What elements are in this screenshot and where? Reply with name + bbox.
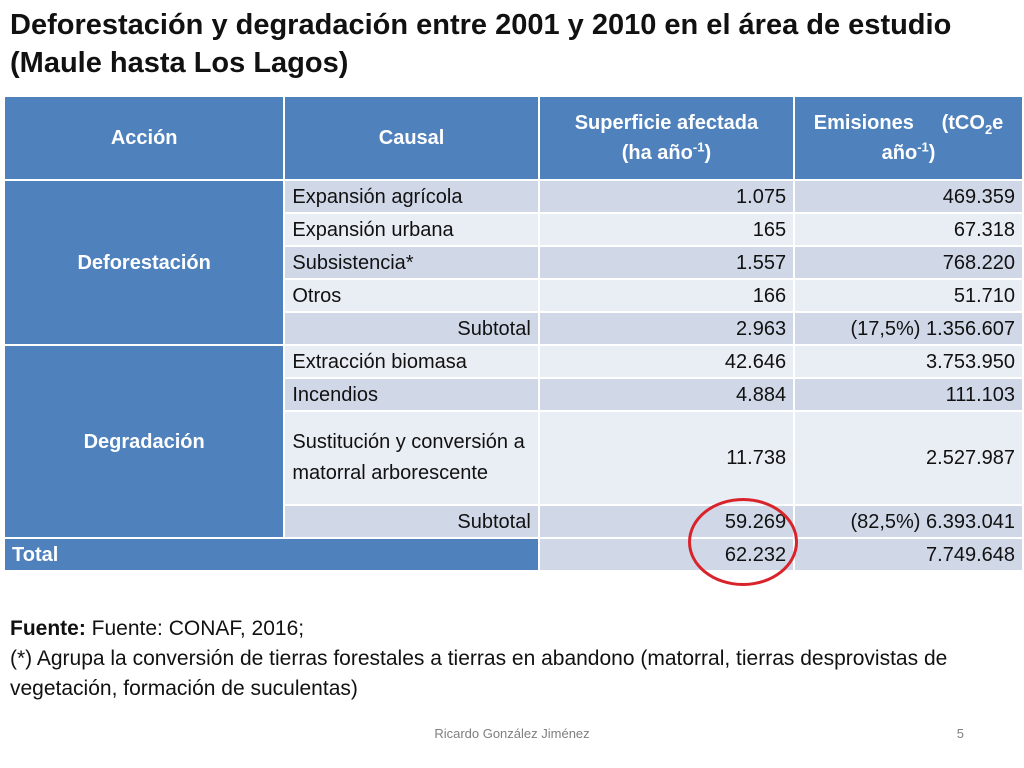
header-emisiones-sub: 2 (984, 122, 993, 137)
header-superficie-sup: -1 (692, 139, 705, 155)
subtotal-superficie: 59.269 (537, 504, 796, 539)
emisiones-cell: 2.527.987 (793, 410, 1024, 506)
header-emisiones-pre: Emisiones (tCO (813, 112, 985, 134)
table-row: Degradación Extracción biomasa 42.646 3.… (2, 344, 1024, 539)
subtotal-row-deforestacion: Subtotal 2.963 (17,5%) 1.356.607 (4, 311, 1024, 346)
emisiones-cell: 768.220 (793, 245, 1024, 280)
header-emisiones: Emisiones (tCO2e año-1) (793, 95, 1024, 181)
causal-cell: Extracción biomasa (283, 344, 540, 379)
header-superficie-line1: Superficie afectada (574, 112, 759, 134)
source-text: Fuente: CONAF, 2016; (85, 617, 305, 640)
header-accion: Acción (2, 95, 286, 181)
superficie-cell: 166 (537, 278, 796, 313)
emissions-table: Acción Causal Superficie afectada (ha añ… (2, 95, 1024, 572)
subtotal-row-degradacion: Subtotal 59.269 (82,5%) 6.393.041 (4, 504, 1024, 539)
header-superficie: Superficie afectada (ha año-1) (537, 95, 796, 181)
causal-cell: Subsistencia* (283, 245, 540, 280)
header-causal: Causal (283, 95, 540, 181)
footer-author: Ricardo González Jiménez (434, 726, 590, 741)
header-emisiones-sup: -1 (917, 139, 929, 155)
header-superficie-line2-post: ) (704, 142, 712, 164)
subtotal-superficie: 2.963 (537, 311, 796, 346)
group-deforestacion: Deforestación (2, 179, 286, 346)
header-emisiones-line2-pre: año (881, 142, 918, 164)
total-label: Total (3, 537, 540, 572)
header-superficie-line2-pre: (ha año (621, 142, 693, 164)
source-label: Fuente: (10, 617, 86, 640)
subtotal-label: Subtotal (283, 311, 540, 346)
subtotal-emisiones: (17,5%) 1.356.607 (793, 311, 1024, 346)
subtotal-emisiones: (82,5%) 6.393.041 (793, 504, 1024, 539)
page-number: 5 (956, 726, 964, 741)
causal-cell: Expansión urbana (283, 212, 540, 247)
emisiones-cell: 3.753.950 (793, 344, 1024, 379)
causal-cell: Expansión agrícola (283, 179, 540, 214)
emisiones-cell: 469.359 (793, 179, 1024, 214)
total-superficie: 62.232 (537, 537, 796, 572)
total-row: Total 62.232 7.749.648 (3, 537, 1024, 572)
source-note: Fuente: Fuente: CONAF, 2016; (10, 614, 1010, 644)
emisiones-cell: 67.318 (793, 212, 1024, 247)
subtotal-label: Subtotal (283, 504, 540, 539)
superficie-cell: 4.884 (537, 377, 796, 412)
header-emisiones-line2-post: ) (928, 142, 936, 164)
superficie-cell: 165 (537, 212, 796, 247)
superficie-cell: 1.557 (537, 245, 796, 280)
table-row: Sustitución y conversión a matorral arbo… (4, 410, 1024, 506)
notes: Fuente: Fuente: CONAF, 2016; (*) Agrupa … (10, 614, 1010, 704)
table-row: Expansión urbana 165 67.318 (4, 212, 1024, 247)
causal-cell: Sustitución y conversión a matorral arbo… (283, 410, 540, 506)
superficie-cell: 11.738 (537, 410, 796, 506)
table-row: Otros 166 51.710 (4, 278, 1024, 313)
causal-cell: Incendios (283, 377, 540, 412)
table-row: Deforestación Expansión agrícola 1.075 4… (2, 179, 1024, 346)
superficie-cell: 42.646 (537, 344, 796, 379)
superficie-cell: 1.075 (537, 179, 796, 214)
group-degradacion: Degradación (2, 344, 286, 539)
table-row: Subsistencia* 1.557 768.220 (4, 245, 1024, 280)
asterisk-note: (*) Agrupa la conversión de tierras fore… (10, 647, 948, 700)
slide-title: Deforestación y degradación entre 2001 y… (10, 9, 952, 79)
table-row: Incendios 4.884 111.103 (4, 377, 1024, 412)
table-header-row: Acción Causal Superficie afectada (ha añ… (2, 95, 1024, 181)
emisiones-cell: 51.710 (793, 278, 1024, 313)
causal-cell: Otros (283, 278, 540, 313)
total-emisiones: 7.749.648 (793, 537, 1024, 572)
header-emisiones-mid: e (992, 112, 1004, 134)
emisiones-cell: 111.103 (793, 377, 1024, 412)
